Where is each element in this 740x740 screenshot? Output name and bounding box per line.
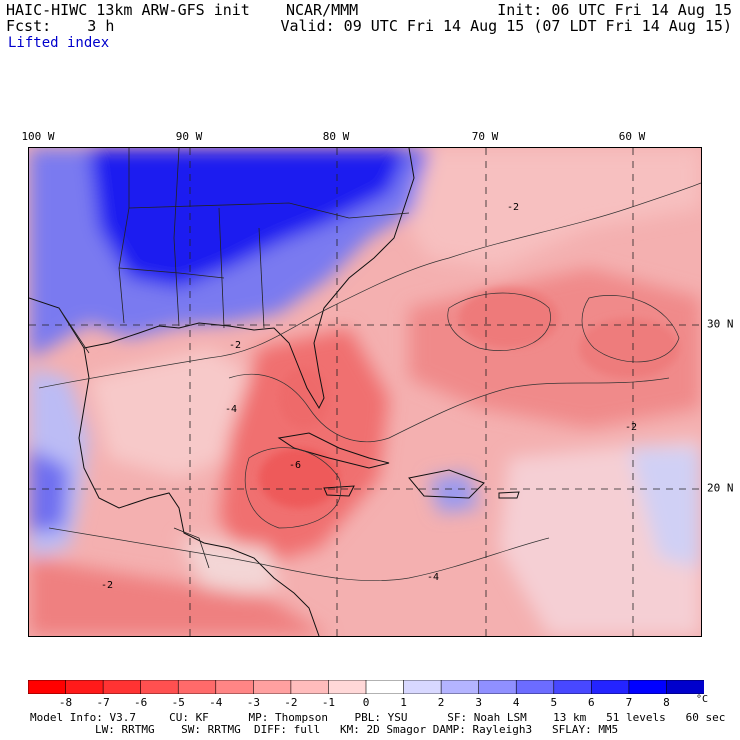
colorbar-swatch: [253, 680, 292, 694]
colorbar-tick-label: -6: [134, 696, 148, 709]
fine-shading: [259, 288, 679, 508]
lat-label-30n: 30 N: [707, 317, 734, 331]
colorbar-tick-label: 5: [550, 696, 558, 709]
coast-mexico-central-america: [29, 297, 320, 636]
colorbar-swatch: [403, 680, 442, 694]
colorbar-swatch: [140, 680, 180, 694]
lifted-index-map: -2 -2 -2 -2 -4 -4 -6: [28, 147, 702, 637]
contour-label-6: -4: [427, 572, 439, 583]
state-boundary-4: [258, 227, 265, 329]
weak-atlantic-north: [409, 148, 701, 268]
colorbar-tick-label: -8: [58, 696, 73, 709]
state-boundary-7: [58, 307, 90, 354]
colorbar-swatch: [628, 680, 668, 694]
strong-unstable-cell: [259, 448, 339, 508]
contour-minus-4-atlantic: [447, 292, 551, 351]
colorbar-swatch: [515, 680, 555, 694]
stable-northwest-mexico: [29, 448, 69, 533]
colorbar-tick-label: 3: [475, 696, 482, 709]
contour-lines: [38, 182, 701, 582]
state-boundary-5: [128, 202, 410, 219]
stable-east-atlantic: [629, 448, 701, 568]
colorbar-swatch: [290, 680, 330, 694]
colorbar-swatch: [666, 680, 704, 694]
political-boundaries: [58, 148, 410, 569]
colorbar-swatch: [102, 680, 142, 694]
colorbar-swatch: [328, 680, 367, 694]
colorbar-swatch: [365, 680, 405, 694]
contour-minus-6: [245, 447, 342, 529]
colorbar-swatch: [478, 680, 518, 694]
stable-hispaniola: [429, 473, 479, 513]
colorbar-tick-label: 0: [362, 696, 370, 709]
lon-label-70w: 70 W: [471, 130, 499, 143]
colorbar-tick-label: 1: [400, 696, 407, 709]
unstable-caribbean: [219, 328, 389, 568]
contour-label-1: -2: [229, 340, 241, 351]
contour-minus-2-south: [48, 527, 550, 582]
lat-label-20n: 20 N: [707, 481, 734, 495]
unstable-florida-cell: [279, 368, 329, 428]
colorbar-swatch: [215, 680, 255, 694]
coast-jamaica: [323, 485, 355, 497]
state-boundary-2: [173, 148, 180, 327]
colorbar-tick-label: -3: [246, 696, 260, 709]
colorbar-swatch: [177, 680, 217, 694]
colorbar-tick-label: -7: [96, 696, 110, 709]
model-info-line2: LW: RRTMG SW: RRTMG DIFF: full KM: 2D Sm…: [95, 723, 619, 736]
colorbar-swatch: [591, 680, 630, 694]
contour-label-5: -4: [225, 404, 237, 415]
model-info-line1: Model Info: V3.7 CU: KF MP: Thompson PBL…: [30, 711, 726, 724]
colorbar-swatch: [65, 680, 104, 694]
contour-minus-2-north: [38, 182, 701, 389]
field-shading: [29, 148, 701, 636]
contour-labels: -2 -2 -2 -2 -4 -4 -6: [101, 202, 637, 591]
colorbar-swatch: [440, 680, 480, 694]
colorbar-unit: °C: [696, 694, 709, 705]
colorbar-tick-label: 2: [437, 696, 445, 709]
colorbar-tick-label: 8: [663, 696, 670, 709]
colorbar-tick-label: -4: [209, 696, 223, 709]
graticule: [29, 148, 701, 636]
colorbar-swatch: [553, 680, 593, 694]
colorbar-tick-label: -1: [321, 696, 336, 709]
coast-us-gulf-atlantic: [83, 148, 415, 410]
weak-gulf-region: [89, 348, 259, 478]
coast-hispaniola: [408, 469, 485, 499]
state-boundary-3: [218, 207, 225, 329]
lon-label-100w: 100 W: [21, 130, 55, 143]
unstable-pacific: [29, 558, 329, 636]
state-boundary-6: [118, 267, 225, 279]
country-boundary-central-america: [173, 527, 210, 569]
init-time: Init: 06 UTC Fri 14 Aug 15: [497, 1, 732, 19]
contour-minus-4-atlantic-east: [581, 295, 680, 363]
variable-name: Lifted index: [8, 35, 110, 51]
valid-time: Valid: 09 UTC Fri 14 Aug 15 (07 LDT Fri …: [280, 17, 732, 35]
colorbar-tick-label: -2: [284, 696, 298, 709]
contour-label-3: -2: [625, 422, 637, 433]
contour-minus-4: [228, 374, 670, 442]
contour-label-2: -2: [507, 202, 519, 213]
unstable-atlantic-cell-east: [579, 318, 679, 378]
colorbar-tick-label: 4: [512, 696, 520, 709]
colorbar-tick-label: -5: [171, 696, 185, 709]
contour-label-4: -2: [101, 580, 113, 591]
colorbar-swatch: [28, 680, 67, 694]
lon-label-60w: 60 W: [618, 130, 646, 143]
model-title: HAIC-HIWC 13km ARW-GFS init NCAR/MMM: [6, 1, 359, 19]
state-boundary-1: [118, 148, 130, 324]
forecast-hour: Fcst: 3 h: [6, 17, 115, 35]
colorbar-tick-label: 7: [625, 696, 633, 709]
lon-label-90w: 90 W: [175, 130, 203, 143]
colorbar-tick-label: 6: [588, 696, 595, 709]
unstable-atlantic-cell: [459, 288, 559, 348]
map-canvas: -2 -2 -2 -2 -4 -4 -6: [29, 148, 701, 636]
coast-puerto-rico: [498, 491, 520, 499]
contour-label-7: -6: [289, 460, 301, 471]
strong-stable-core: [89, 148, 409, 288]
lon-label-80w: 80 W: [322, 130, 350, 143]
colorbar: [28, 680, 704, 694]
